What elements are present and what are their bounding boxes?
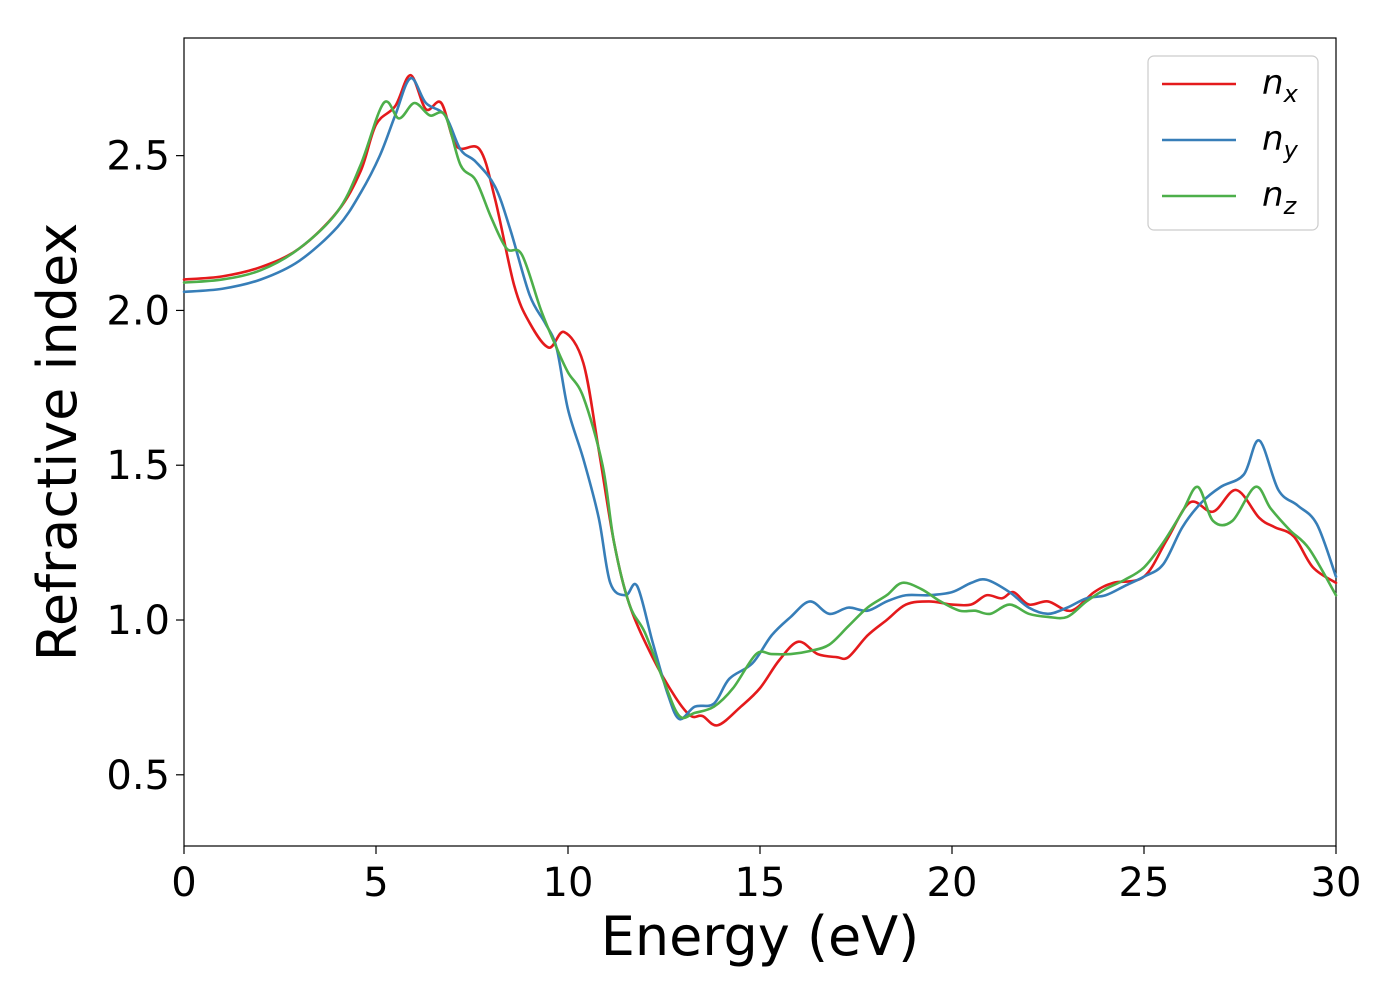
x-tick-label: 30 — [1311, 860, 1362, 906]
series-layer — [182, 73, 1338, 727]
x-axis-title: Energy (eV) — [601, 905, 920, 968]
x-tick-label: 25 — [1119, 860, 1170, 906]
y-tick-label: 2.5 — [106, 134, 170, 180]
x-tick-label: 0 — [171, 860, 196, 906]
y-tick-label: 0.5 — [106, 753, 170, 799]
x-tick-label: 15 — [735, 860, 786, 906]
series-line-n-x — [182, 73, 1338, 727]
y-tick-label: 1.5 — [106, 443, 170, 489]
x-tick-label: 5 — [363, 860, 388, 906]
x-tick-label: 20 — [927, 860, 978, 906]
y-tick-label: 2.0 — [106, 288, 170, 334]
legend-label-n-y: ny — [1262, 119, 1299, 164]
legend-label-n-z: nz — [1262, 175, 1298, 220]
y-axis-title: Refractive index — [26, 223, 89, 662]
plot-area — [183, 37, 1337, 847]
x-tick-label: 10 — [543, 860, 594, 906]
series-line-n-z — [182, 100, 1338, 720]
legend-label-n-x: nx — [1262, 63, 1299, 108]
legend-frame — [1147, 55, 1319, 231]
legend: nx ny nz — [1147, 55, 1319, 231]
ticks-layer: 0 5 10 15 20 25 30 0.5 1.0 1.5 2.0 2.5 — [106, 134, 1361, 906]
y-tick-label: 1.0 — [106, 598, 170, 644]
